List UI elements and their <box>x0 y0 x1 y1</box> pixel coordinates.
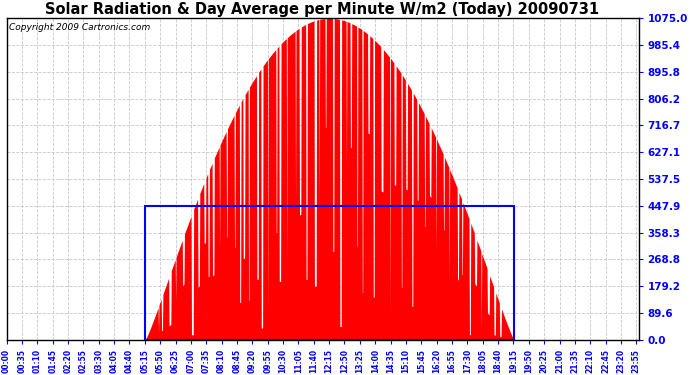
Bar <box>146 206 514 340</box>
Title: Solar Radiation & Day Average per Minute W/m2 (Today) 20090731: Solar Radiation & Day Average per Minute… <box>46 2 600 17</box>
Text: Copyright 2009 Cartronics.com: Copyright 2009 Cartronics.com <box>9 23 150 32</box>
